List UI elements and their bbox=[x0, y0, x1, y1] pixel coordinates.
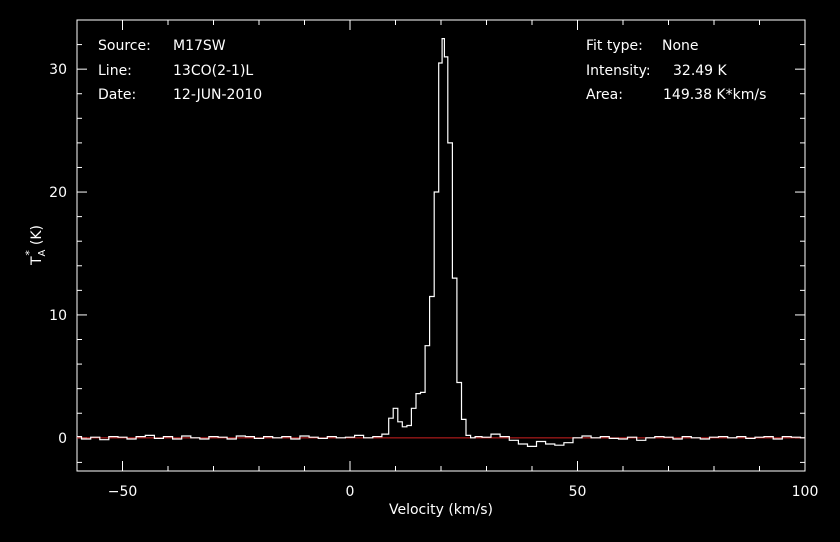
x-axis-title: Velocity (km/s) bbox=[389, 502, 493, 518]
line-value: 13CO(2-1)L bbox=[173, 63, 253, 79]
area-label: Area: bbox=[586, 87, 623, 103]
source-value: M17SW bbox=[173, 38, 226, 54]
fit-type-label: Fit type: bbox=[586, 38, 643, 54]
y-tick-label: 20 bbox=[49, 185, 67, 201]
source-label: Source: bbox=[98, 38, 151, 54]
svg-text:TA*(K): TA* (K) bbox=[23, 225, 48, 266]
x-tick-label: 100 bbox=[792, 484, 819, 500]
x-tick-label: 50 bbox=[569, 484, 587, 500]
axis-tick-labels: −50 0 50 100 0 10 20 30 bbox=[49, 62, 818, 500]
y-axis-symbol: T bbox=[29, 256, 45, 266]
x-tick-label: −50 bbox=[108, 484, 138, 500]
line-label: Line: bbox=[98, 63, 132, 79]
header-left: Source: M17SW Line: 13CO(2-1)L Date: 12-… bbox=[98, 38, 262, 103]
date-value: 12-JUN-2010 bbox=[173, 87, 262, 103]
y-tick-label: 0 bbox=[58, 431, 67, 447]
fit-type-value: None bbox=[662, 38, 699, 54]
x-tick-label: 0 bbox=[346, 484, 355, 500]
intensity-value: 32.49 K bbox=[673, 63, 728, 79]
series-layer bbox=[77, 38, 805, 447]
y-axis-subscript: A bbox=[37, 249, 48, 256]
y-axis-superscript: * bbox=[23, 250, 36, 256]
y-axis-title: TA* (K) bbox=[23, 225, 48, 266]
y-axis-unit: (K) bbox=[29, 225, 45, 245]
area-value: 149.38 K*km/s bbox=[663, 87, 766, 103]
y-tick-label: 30 bbox=[49, 62, 67, 78]
date-label: Date: bbox=[98, 87, 136, 103]
intensity-label: Intensity: bbox=[586, 63, 651, 79]
y-tick-label: 10 bbox=[49, 308, 67, 324]
spectrum-series-line bbox=[77, 38, 805, 447]
header-right: Fit type: None Intensity: 32.49 K Area: … bbox=[586, 38, 766, 103]
